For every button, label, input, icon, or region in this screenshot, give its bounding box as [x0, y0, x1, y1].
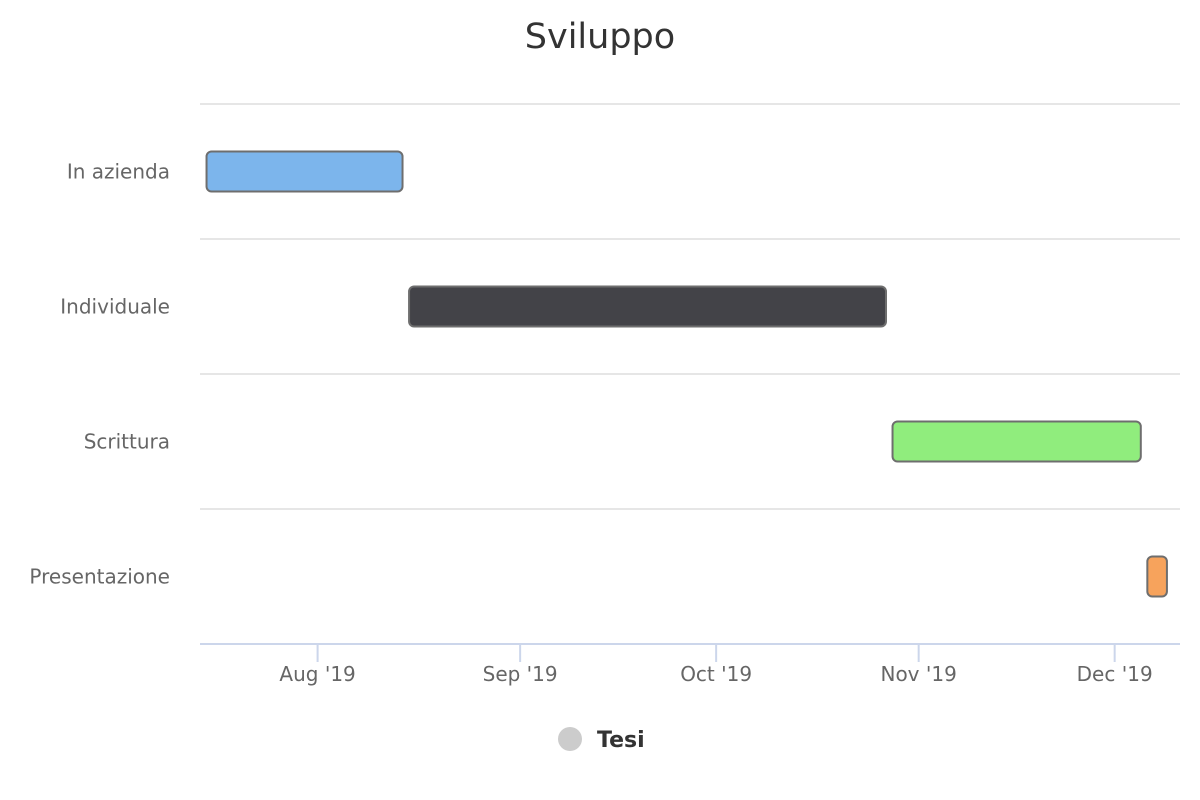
grid-lines — [200, 103, 1180, 510]
x-axis-tick-label: Nov '19 — [880, 662, 956, 686]
x-axis: Aug '19 Sep '19 Oct '19 Nov '19 Dec '19 — [200, 643, 1180, 686]
legend-marker[interactable] — [558, 727, 582, 751]
legend[interactable]: Tesi — [558, 727, 645, 753]
x-axis-tick-label: Dec '19 — [1077, 662, 1153, 686]
category-axis-labels: In azienda Individuale Scrittura Presentazi… — [29, 160, 170, 589]
category-label: Individuale — [60, 295, 170, 319]
x-axis-tick-label: Aug '19 — [279, 662, 355, 686]
task-bars — [205, 150, 1168, 598]
legend-label[interactable]: Tesi — [597, 728, 645, 753]
task-bar[interactable] — [408, 285, 887, 328]
category-label: Scrittura — [84, 430, 170, 454]
x-axis-tick-label: Sep '19 — [483, 662, 558, 686]
category-label: In azienda — [67, 160, 170, 184]
task-bar[interactable] — [1146, 555, 1168, 598]
task-bar[interactable] — [205, 150, 404, 193]
x-axis-tick-label: Oct '19 — [680, 662, 752, 686]
category-label: Presentazione — [29, 565, 170, 589]
chart-title: Sviluppo — [525, 17, 675, 57]
task-bar[interactable] — [891, 420, 1142, 463]
